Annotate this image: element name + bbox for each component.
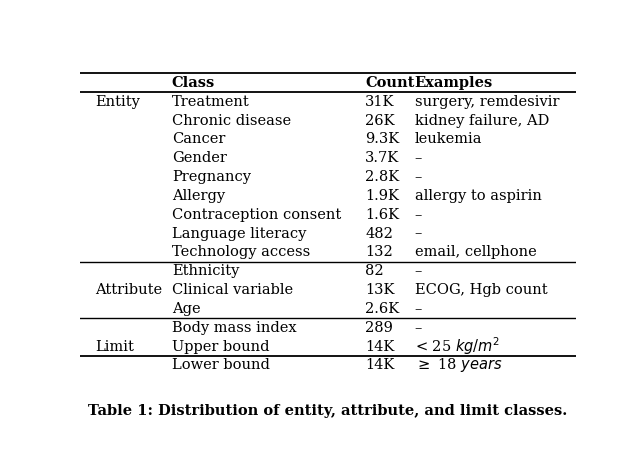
Text: –: – <box>415 264 422 278</box>
Text: 9.3K: 9.3K <box>365 133 399 146</box>
Text: $\geq$ 18 $\mathit{years}$: $\geq$ 18 $\mathit{years}$ <box>415 356 502 374</box>
Text: Count: Count <box>365 76 415 90</box>
Text: Cancer: Cancer <box>172 133 225 146</box>
Text: 13K: 13K <box>365 283 395 297</box>
Text: Ethnicity: Ethnicity <box>172 264 239 278</box>
Text: ECOG, Hgb count: ECOG, Hgb count <box>415 283 547 297</box>
Text: Table 1: Distribution of entity, attribute, and limit classes.: Table 1: Distribution of entity, attribu… <box>88 404 568 418</box>
Text: 482: 482 <box>365 227 393 240</box>
Text: –: – <box>415 227 422 240</box>
Text: Gender: Gender <box>172 151 227 165</box>
Text: email, cellphone: email, cellphone <box>415 246 536 259</box>
Text: Contraception consent: Contraception consent <box>172 208 341 222</box>
Text: surgery, remdesivir: surgery, remdesivir <box>415 95 559 109</box>
Text: < 25 $\mathit{kg/m^2}$: < 25 $\mathit{kg/m^2}$ <box>415 336 500 357</box>
Text: –: – <box>415 170 422 184</box>
Text: leukemia: leukemia <box>415 133 483 146</box>
Text: –: – <box>415 302 422 316</box>
Text: 132: 132 <box>365 246 393 259</box>
Text: Upper bound: Upper bound <box>172 340 269 353</box>
Text: Language literacy: Language literacy <box>172 227 306 240</box>
Text: 14K: 14K <box>365 340 395 353</box>
Text: Body mass index: Body mass index <box>172 321 296 335</box>
Text: Limit: Limit <box>95 340 134 353</box>
Text: 82: 82 <box>365 264 384 278</box>
Text: 289: 289 <box>365 321 393 335</box>
Text: kidney failure, AD: kidney failure, AD <box>415 114 549 128</box>
Text: Attribute: Attribute <box>95 283 162 297</box>
Text: Chronic disease: Chronic disease <box>172 114 291 128</box>
Text: Lower bound: Lower bound <box>172 359 269 372</box>
Text: 2.6K: 2.6K <box>365 302 399 316</box>
Text: allergy to aspirin: allergy to aspirin <box>415 189 541 203</box>
Text: 1.9K: 1.9K <box>365 189 399 203</box>
Text: 26K: 26K <box>365 114 395 128</box>
Text: 1.6K: 1.6K <box>365 208 399 222</box>
Text: 3.7K: 3.7K <box>365 151 399 165</box>
Text: Clinical variable: Clinical variable <box>172 283 293 297</box>
Text: Pregnancy: Pregnancy <box>172 170 251 184</box>
Text: Allergy: Allergy <box>172 189 225 203</box>
Text: –: – <box>415 321 422 335</box>
Text: Examples: Examples <box>415 76 493 90</box>
Text: –: – <box>415 151 422 165</box>
Text: Treatment: Treatment <box>172 95 250 109</box>
Text: 31K: 31K <box>365 95 395 109</box>
Text: 14K: 14K <box>365 359 395 372</box>
Text: Age: Age <box>172 302 200 316</box>
Text: –: – <box>415 208 422 222</box>
Text: Technology access: Technology access <box>172 246 310 259</box>
Text: Class: Class <box>172 76 215 90</box>
Text: Entity: Entity <box>95 95 140 109</box>
Text: 2.8K: 2.8K <box>365 170 399 184</box>
